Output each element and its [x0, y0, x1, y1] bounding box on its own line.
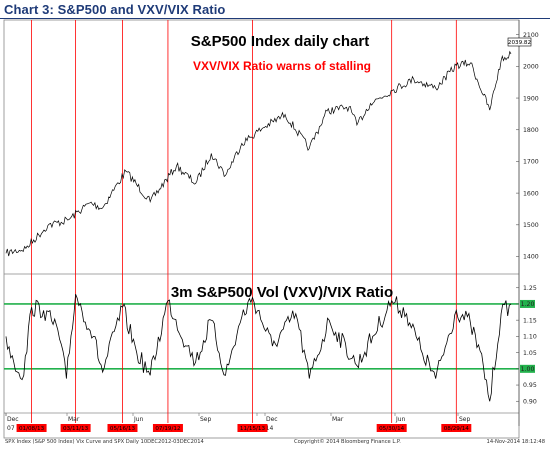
marker-date-box	[60, 424, 91, 432]
ratio-tick-label: 0.90	[523, 398, 537, 405]
reference-badge-box	[520, 364, 535, 373]
reference-badge-box	[520, 299, 535, 308]
month-label: Jun	[133, 416, 144, 423]
plot-frame	[3, 19, 520, 439]
footer-timestamp: 14-Nov-2014 18:12:48	[487, 439, 545, 445]
marker-date-badge: 03/11/13	[60, 424, 91, 432]
reference-badge-label: 1.00	[521, 366, 535, 373]
marker-date-badge: 07/19/12	[152, 424, 183, 432]
marker-date-box	[237, 424, 268, 432]
ratio-chart-title: 3m S&P500 Vol (VXV)/VIX Ratio	[171, 284, 393, 301]
marker-date-badge: 08/29/14	[441, 424, 472, 432]
sp500-tick-label: 2100	[523, 32, 539, 39]
marker-date-label: 07/19/12	[155, 426, 180, 432]
sp500-y-axis: 1400 1500 1600 1700 1800 1900 2000 2100	[516, 32, 539, 261]
marker-date-box	[441, 424, 472, 432]
sp500-tick-label: 1900	[523, 95, 539, 102]
reference-lines	[4, 303, 519, 370]
month-label: Jun	[395, 416, 406, 423]
date-marker-lines	[31, 20, 457, 423]
marker-date-badge: 05/30/14	[376, 424, 407, 432]
last-value-label: 2039.82	[508, 40, 531, 46]
sp500-tick-label: 1600	[523, 190, 539, 197]
ratio-line	[5, 294, 512, 402]
marker-date-label: 05/30/14	[379, 426, 405, 432]
sp500-series	[5, 50, 512, 257]
reference-badge: 1.00	[520, 364, 535, 373]
sp500-tick-label: 1400	[523, 254, 539, 261]
marker-date-label: 01/08/13	[19, 426, 45, 432]
month-label: Sep	[459, 416, 471, 423]
sp500-tick-label: 2000	[523, 64, 539, 71]
marker-date-label: 03/11/13	[63, 426, 89, 432]
ratio-tick-label: 1.15	[523, 317, 537, 324]
marker-date-box	[16, 424, 47, 432]
marker-date-box	[376, 424, 407, 432]
stall-annotation: VXV/VIX Ratio warns of stalling	[193, 59, 371, 73]
month-label: Mar	[68, 416, 80, 423]
marker-date-label: 08/29/14	[444, 426, 470, 432]
sp500-line	[5, 50, 512, 257]
year-label: 07	[7, 425, 15, 432]
ratio-tick-label: 0.95	[523, 382, 537, 389]
reference-badge: 1.20	[520, 299, 535, 308]
last-value-badge: 2039.82	[507, 37, 532, 47]
marker-date-box	[107, 424, 138, 432]
ratio-tick-label: 1.05	[523, 350, 537, 357]
month-label: Sep	[200, 416, 212, 423]
marker-date-box	[152, 424, 183, 432]
month-label: Mar	[332, 416, 344, 423]
reference-badge-label: 1.20	[521, 301, 535, 308]
reference-badges: 1.00 1.20	[520, 299, 535, 373]
marker-date-badge: 05/16/13	[107, 424, 138, 432]
ratio-y-axis: 0.90 0.95 1.05 1.10 1.15 1.25	[516, 285, 537, 405]
marker-date-label: 11/15/13	[240, 426, 266, 432]
ratio-series	[5, 294, 512, 402]
marker-date-badge: 11/15/13	[237, 424, 268, 432]
title-divider	[0, 18, 550, 19]
ratio-tick-label: 1.10	[523, 334, 537, 341]
marker-date-label: 05/16/13	[110, 426, 136, 432]
marker-date-boxes: 01/08/13 03/11/13 05/16/13 07/19/12 11/15/13…	[16, 424, 472, 432]
ratio-tick-label: 1.25	[523, 285, 537, 292]
page-title: Chart 3: S&P500 and VXV/VIX Ratio	[4, 2, 226, 17]
sp500-tick-label: 1800	[523, 127, 539, 134]
footer-source: SPX Index (S&P 500 Index) Vix Curve and …	[5, 439, 205, 445]
month-labels: Dec Mar Jun Sep Dec Mar Jun Sep 07 2014	[5, 413, 471, 432]
footer-copyright: Copyright© 2014 Bloomberg Finance L.P.	[294, 438, 401, 445]
month-label: Dec	[266, 416, 278, 423]
sp500-chart-title: S&P500 Index daily chart	[191, 33, 369, 50]
marker-date-badge: 01/08/13	[16, 424, 47, 432]
sp500-tick-label: 1700	[523, 159, 539, 166]
sp500-tick-label: 1500	[523, 222, 539, 229]
month-label: Dec	[7, 416, 19, 423]
